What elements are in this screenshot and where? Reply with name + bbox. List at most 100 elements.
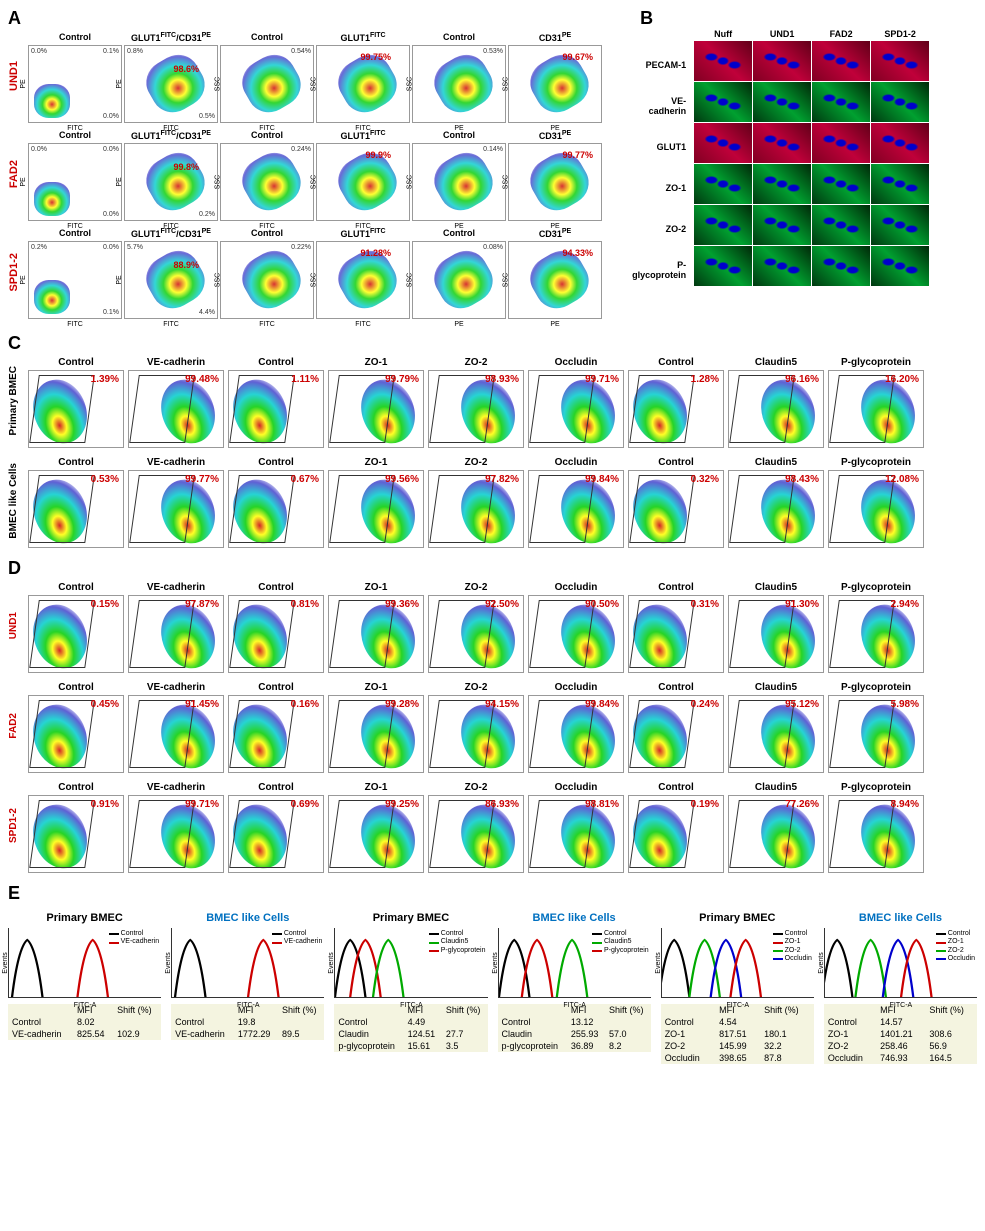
axis-y-label: SSC [215,273,222,287]
micrograph [812,123,870,163]
table-header: Shift (%) [925,1004,977,1016]
gate-region [729,700,795,768]
flow-plot-title: VE-cadherin [129,582,223,593]
flow-plot: CD31PE99.77%SSCPE [508,143,602,221]
gate-region [829,475,895,543]
flow-plot-value: 2.94% [891,599,919,610]
micrograph [871,82,929,122]
flow-plot-title: P-glycoprotein [829,457,923,468]
flow-corner-label: 0.8% [127,48,143,55]
table-cell: Claudin [498,1028,567,1040]
flow-plot-title: Control [29,582,123,593]
flow-plot-value: 99.84% [585,474,619,485]
flow-plot: Occludin99.84% [528,695,624,773]
flow-plot: Control0.08%SSCPE [412,241,506,319]
mfi-table: MFIShift (%)Control13.12Claudin255.9357.… [498,1004,651,1052]
legend-label: Control [948,930,971,938]
table-cell: p-glycoprotein [498,1040,567,1052]
table-cell: 27.7 [442,1028,488,1040]
gate-region [629,600,695,668]
flow-plot-title: VE-cadherin [129,682,223,693]
flow-plot-value: 99.8% [173,162,199,172]
panel-b-grid [694,41,929,286]
table-cell: 19.8 [234,1016,278,1028]
flow-scatter [426,243,500,317]
table-cell: VE-cadherin [8,1028,73,1040]
table-header [334,1004,403,1016]
panel-e-col-title: BMEC like Cells [498,912,651,924]
flow-corner-label: 0.0% [103,244,119,251]
gate-region [29,700,95,768]
axis-x-label: PE [550,321,559,328]
flow-plot: VE-cadherin91.45% [128,695,224,773]
table-cell: 8.02 [73,1016,113,1028]
flow-plot: Control0.54%SSCFITC [220,45,314,123]
flow-plot-title: ZO-2 [429,582,523,593]
gate-region [229,700,295,768]
axis-x-label: FITC [259,321,275,328]
flow-plot-value: 90.50% [585,599,619,610]
flow-plot-value: 5.98% [891,699,919,710]
table-cell [925,1016,977,1028]
flow-plot-title: GLUT1FITC [317,32,409,43]
flow-plot-value: 1.28% [691,374,719,385]
flow-plot-title: Control [229,682,323,693]
axis-y-label: PE [116,177,123,186]
flow-plot: Claudin598.43% [728,470,824,548]
gate-region [129,600,195,668]
axis-y-label: PE [20,177,27,186]
row-label: UND1 [8,612,22,639]
flow-plot-title: Occludin [529,457,623,468]
legend-label: VE-cadherin [284,938,323,946]
flow-plot: GLUT1FITC99.9%SSCFITC [316,143,410,221]
row-label: BMEC like Cells [8,463,22,539]
flow-plot-value: 94.33% [562,248,593,258]
micrograph [694,205,752,245]
table-header: Shift (%) [278,1004,324,1016]
gate-region [729,375,795,443]
table-header [824,1004,876,1016]
table-header [661,1004,715,1016]
histogram: EventsFITC-AControlZO-1ZO-2Occludin [661,928,814,998]
histogram: EventsFITC-AControlVE-cadherin [8,928,161,998]
table-cell: Control [8,1016,73,1028]
table-cell: Control [334,1016,403,1028]
micrograph [753,82,811,122]
flow-plot: ZO-199.25% [328,795,424,873]
flow-plot-value: 99.84% [585,699,619,710]
flow-plot-title: P-glycoprotein [829,582,923,593]
axis-y-label: Events [818,952,825,973]
table-cell [278,1016,324,1028]
panel-a-row-label: SPD1-2 [8,253,24,292]
axis-y-label: Events [492,952,499,973]
table-cell: 32.2 [760,1040,814,1052]
flow-plot-title: Control [29,782,123,793]
flow-plot-title: Control [629,782,723,793]
axis-y-label: SSC [311,175,318,189]
flow-plot-title: Control [413,32,505,42]
flow-plot-title: Control [29,32,121,42]
flow-corner-label: 0.0% [103,113,119,120]
flow-plot-value: 99.77% [185,474,219,485]
gate-region [29,600,95,668]
table-cell: Claudin [334,1028,403,1040]
gate-region [229,600,295,668]
axis-y-label: PE [20,79,27,88]
micrograph [871,164,929,204]
table-header: Shift (%) [760,1004,814,1016]
micrograph [812,205,870,245]
gate-region [529,475,595,543]
flow-plot: ZO-286.93% [428,795,524,873]
panel-e-col-title: BMEC like Cells [171,912,324,924]
flow-plot-value: 99.79% [385,374,419,385]
flow-plot-value: 99.48% [185,374,219,385]
gate-region [429,600,495,668]
histogram: EventsFITC-AControlClaudin5P-glycoprotei… [498,928,651,998]
panel-d-label: D [8,558,977,579]
flow-plot-title: Control [29,357,123,368]
flow-plot: Control0.16% [228,695,324,773]
panel-b-headers: NuffUND1FAD2SPD1-2 [694,29,929,39]
flow-plot-title: GLUT1FITC [317,228,409,239]
table-cell: Control [171,1016,234,1028]
flow-plot: Occludin98.81% [528,795,624,873]
